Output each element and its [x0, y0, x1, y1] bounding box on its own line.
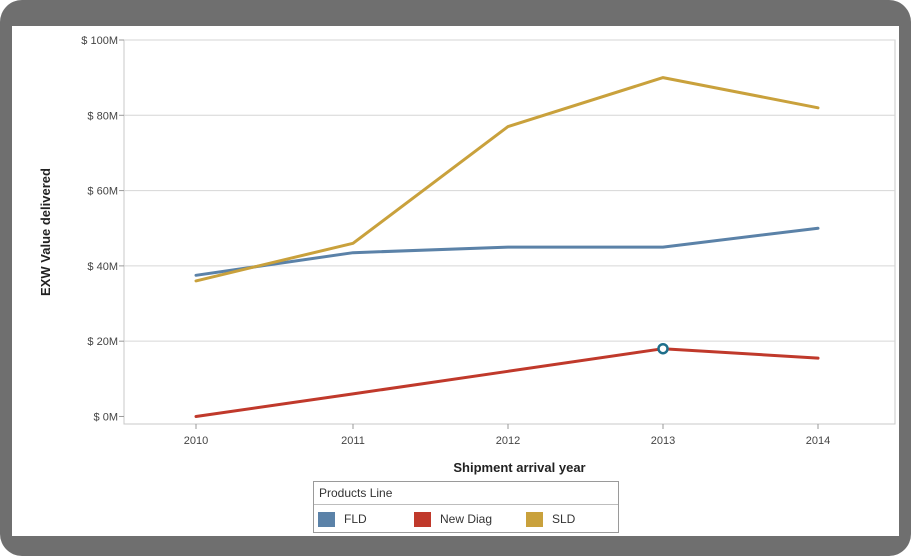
- series-line-new-diag: [194, 347, 820, 418]
- legend-label: SLD: [552, 512, 576, 526]
- x-tick-label: 2011: [341, 435, 365, 447]
- y-tick-label: $ 80M: [87, 110, 118, 122]
- chart-panel: $ 0M $ 20M $ 40M $ 60M $ 80M $ 100M 2010 2011 20…: [12, 26, 899, 536]
- y-tick-label: $ 20M: [87, 336, 118, 348]
- legend-item-sld: SLD: [526, 511, 576, 527]
- legend-swatch: [318, 511, 335, 527]
- legend-item-fld: FLD: [318, 511, 414, 527]
- legend-swatch: [526, 511, 543, 527]
- x-tick-label: 2012: [496, 435, 520, 447]
- series-line-fld: [194, 226, 820, 277]
- legend-label: New Diag: [440, 512, 493, 526]
- y-tick-label: $ 0M: [94, 411, 118, 423]
- plot-area: [123, 39, 896, 425]
- x-tick-label: 2014: [806, 435, 830, 447]
- legend: Products Line FLD New Diag SLD: [313, 481, 619, 533]
- y-tick-label: $ 100M: [81, 35, 118, 47]
- legend-item-new-diag: New Diag: [414, 511, 526, 527]
- y-axis-title: EXW Value delivered: [38, 168, 53, 296]
- legend-title: Products Line: [314, 482, 618, 505]
- x-tick-label: 2010: [184, 435, 208, 447]
- legend-label: FLD: [344, 512, 367, 526]
- x-tick-label: 2013: [651, 435, 675, 447]
- y-tick-label: $ 60M: [87, 186, 118, 198]
- series-line-sld: [194, 76, 820, 283]
- y-tick-label: $ 40M: [87, 261, 118, 273]
- x-axis-title: Shipment arrival year: [453, 460, 585, 475]
- legend-items: FLD New Diag SLD: [314, 505, 618, 533]
- legend-swatch: [414, 511, 431, 527]
- line-chart: $ 0M $ 20M $ 40M $ 60M $ 80M $ 100M 2010 2011 20…: [38, 35, 896, 475]
- highlight-point: [657, 342, 669, 355]
